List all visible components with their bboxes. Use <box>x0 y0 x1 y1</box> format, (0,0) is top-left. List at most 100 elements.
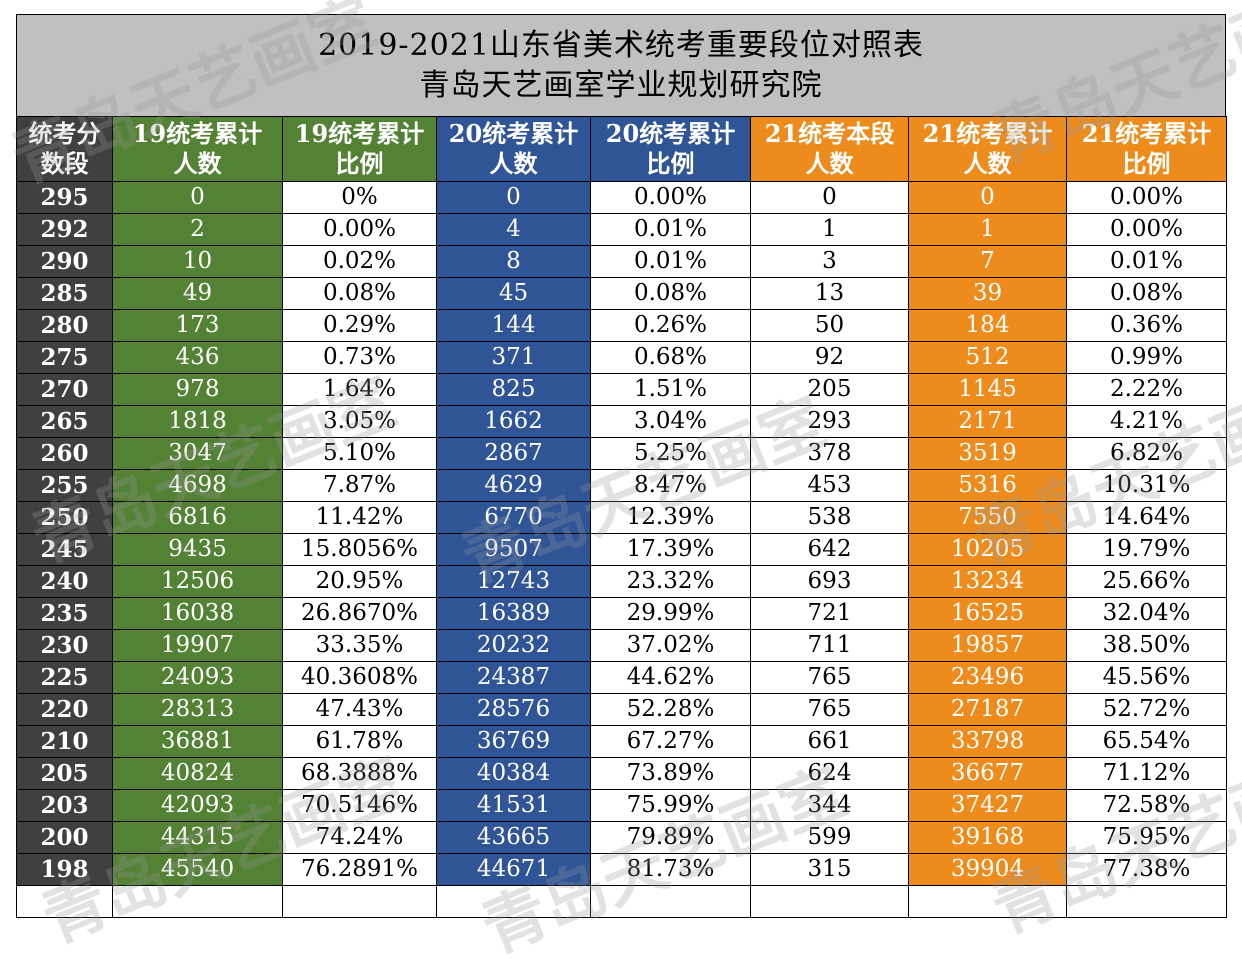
cell-count-2019: 4698 <box>112 469 283 502</box>
cell-count-2021: 39 <box>908 277 1067 310</box>
table-row: 230 19907 33.35% 20232 37.02% 711 19857 38.50% <box>16 629 1227 662</box>
cell-ratio-2021: 52.72% <box>1066 693 1227 726</box>
cell-segment-2021: 3 <box>750 245 909 278</box>
cell-ratio-2020: 52.28% <box>590 693 751 726</box>
cell-count-2019: 40824 <box>112 757 283 790</box>
cell-ratio-2019: 0.29% <box>282 309 437 342</box>
table-row: 210 36881 61.78% 36769 67.27% 661 33798 65.54% <box>16 725 1227 758</box>
table-row: 198 45540 76.2891% 44671 81.73% 315 39904 77.38… <box>16 853 1227 886</box>
cell-ratio-2019: 0.08% <box>282 277 437 310</box>
cell-count-2020: 36769 <box>436 725 591 758</box>
cell-count-2019: 436 <box>112 341 283 374</box>
cell-count-2020: 6770 <box>436 501 591 534</box>
cell-count-2020: 45 <box>436 277 591 310</box>
cell-ratio-2021: 72.58% <box>1066 789 1227 822</box>
cell-ratio-2019: 5.10% <box>282 437 437 470</box>
table-row: 290 10 0.02% 8 0.01% 3 7 0.01% <box>16 245 1227 278</box>
cell-ratio-2020: 73.89% <box>590 757 751 790</box>
table-row: 285 49 0.08% 45 0.08% 13 39 0.08% <box>16 277 1227 310</box>
cell-ratio-2021: 0.00% <box>1066 213 1227 246</box>
cell-count-2019: 3047 <box>112 437 283 470</box>
cell-ratio-2019: 76.2891% <box>282 853 437 886</box>
cell-count-2020: 40384 <box>436 757 591 790</box>
table-row: 250 6816 11.42% 6770 12.39% 538 7550 14.64% <box>16 501 1227 534</box>
cell-count-2019: 49 <box>112 277 283 310</box>
title-line-1: 2019-2021山东省美术统考重要段位对照表 <box>318 27 924 63</box>
cell-ratio-2021: 10.31% <box>1066 469 1227 502</box>
header-21-ratio: 21统考累计 比例 <box>1066 116 1227 182</box>
cell-segment-2021: 92 <box>750 341 909 374</box>
cell-count-2020: 371 <box>436 341 591 374</box>
cell-count-2021: 0 <box>908 181 1067 214</box>
cell-ratio-2020: 8.47% <box>590 469 751 502</box>
cell-count-2019: 42093 <box>112 789 283 822</box>
cell-ratio-2020: 0.08% <box>590 277 751 310</box>
cell-ratio-2021: 4.21% <box>1066 405 1227 438</box>
cell-segment-2021: 661 <box>750 725 909 758</box>
cell-segment-2021: 13 <box>750 277 909 310</box>
cell-count-2021: 36677 <box>908 757 1067 790</box>
table-row: 240 12506 20.95% 12743 23.32% 693 13234 25.66% <box>16 565 1227 598</box>
table-row: 200 44315 74.24% 43665 79.89% 599 39168 75.95% <box>16 821 1227 854</box>
cell-ratio-2020: 0.01% <box>590 213 751 246</box>
cell-ratio-2020: 75.99% <box>590 789 751 822</box>
cell-ratio-2020: 0.26% <box>590 309 751 342</box>
table-row: 260 3047 5.10% 2867 5.25% 378 3519 6.82% <box>16 437 1227 470</box>
cell-score: 225 <box>16 661 113 694</box>
cell-count-2020: 12743 <box>436 565 591 598</box>
cell-ratio-2020: 0.00% <box>590 181 751 214</box>
cell-segment-2021: 642 <box>750 533 909 566</box>
cell-count-2020: 825 <box>436 373 591 406</box>
cell-score: 235 <box>16 597 113 630</box>
table-body: 295 0 0% 0 0.00% 0 0 0.00% 292 2 0.00% 4 0.01% 1 1 0.00… <box>16 181 1227 886</box>
cell-count-2021: 1 <box>908 213 1067 246</box>
cell-ratio-2021: 77.38% <box>1066 853 1227 886</box>
cell-count-2019: 45540 <box>112 853 283 886</box>
cell-count-2021: 1145 <box>908 373 1067 406</box>
score-table: 统考分 数段 19统考累计 人数 19统考累计 比例 20统考累计 人数 20统考累计比… <box>16 116 1227 918</box>
cell-ratio-2021: 0.36% <box>1066 309 1227 342</box>
cell-ratio-2021: 0.08% <box>1066 277 1227 310</box>
cell-ratio-2019: 20.95% <box>282 565 437 598</box>
cell-ratio-2021: 0.01% <box>1066 245 1227 278</box>
cell-score: 240 <box>16 565 113 598</box>
cell-count-2019: 0 <box>112 181 283 214</box>
cell-segment-2021: 538 <box>750 501 909 534</box>
header-19-count: 19统考累计 人数 <box>112 116 283 182</box>
cell-count-2019: 12506 <box>112 565 283 598</box>
cell-count-2020: 1662 <box>436 405 591 438</box>
cell-count-2021: 10205 <box>908 533 1067 566</box>
cell-segment-2021: 344 <box>750 789 909 822</box>
header-21-segment: 21统考本段 人数 <box>750 116 909 182</box>
cell-ratio-2020: 3.04% <box>590 405 751 438</box>
cell-ratio-2019: 0.00% <box>282 213 437 246</box>
cell-ratio-2020: 44.62% <box>590 661 751 694</box>
cell-ratio-2021: 71.12% <box>1066 757 1227 790</box>
cell-ratio-2021: 19.79% <box>1066 533 1227 566</box>
cell-count-2021: 16525 <box>908 597 1067 630</box>
cell-count-2020: 16389 <box>436 597 591 630</box>
header-19-ratio: 19统考累计 比例 <box>282 116 437 182</box>
cell-score: 295 <box>16 181 113 214</box>
cell-ratio-2020: 79.89% <box>590 821 751 854</box>
cell-ratio-2019: 26.8670% <box>282 597 437 630</box>
cell-ratio-2019: 15.8056% <box>282 533 437 566</box>
cell-count-2020: 4629 <box>436 469 591 502</box>
table-row: 292 2 0.00% 4 0.01% 1 1 0.00% <box>16 213 1227 246</box>
cell-segment-2021: 693 <box>750 565 909 598</box>
header-row: 统考分 数段 19统考累计 人数 19统考累计 比例 20统考累计 人数 20统考累计比… <box>16 116 1227 182</box>
cell-score: 255 <box>16 469 113 502</box>
cell-score: 220 <box>16 693 113 726</box>
table-row: 275 436 0.73% 371 0.68% 92 512 0.99% <box>16 341 1227 374</box>
cell-ratio-2020: 23.32% <box>590 565 751 598</box>
cell-count-2019: 173 <box>112 309 283 342</box>
table-row: 295 0 0% 0 0.00% 0 0 0.00% <box>16 181 1227 214</box>
cell-ratio-2019: 0.73% <box>282 341 437 374</box>
table-row: 220 28313 47.43% 28576 52.28% 765 27187 52.72% <box>16 693 1227 726</box>
cell-ratio-2020: 12.39% <box>590 501 751 534</box>
cell-ratio-2019: 70.5146% <box>282 789 437 822</box>
cell-score: 270 <box>16 373 113 406</box>
cell-count-2021: 184 <box>908 309 1067 342</box>
cell-ratio-2021: 2.22% <box>1066 373 1227 406</box>
cell-count-2020: 41531 <box>436 789 591 822</box>
